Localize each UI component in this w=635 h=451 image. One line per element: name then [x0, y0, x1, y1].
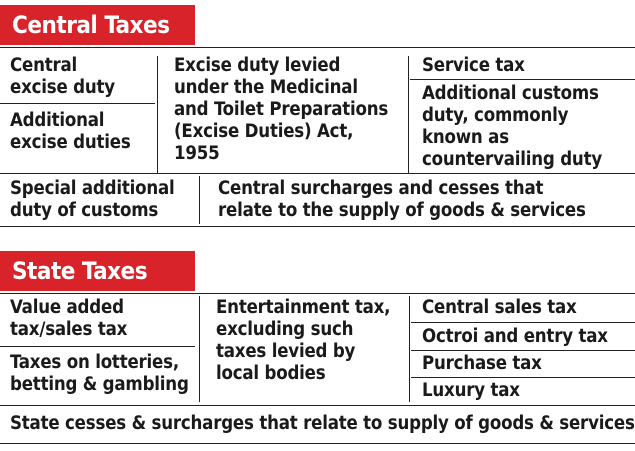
state-top-rule — [0, 293, 635, 294]
entertainment-tax: Entertainment tax, excluding such taxes l… — [216, 297, 391, 384]
central-taxes-banner: Central Taxes — [0, 5, 195, 45]
special-additional-customs: Special additional duty of customs — [10, 178, 175, 221]
central-bottom-rule — [0, 226, 635, 227]
central-left-divider — [0, 103, 155, 104]
state-right-divider-2 — [411, 350, 635, 351]
state-mid-rule — [0, 405, 635, 406]
state-taxes-banner: State Taxes — [0, 251, 195, 291]
purchase-tax: Purchase tax — [422, 353, 542, 374]
state-cesses-surcharges: State cesses & surcharges that relate to… — [10, 413, 635, 434]
additional-excise-duties: Additional excise duties — [10, 110, 131, 153]
medicinal-excise-duty: Excise duty levied under the Medicinal an… — [174, 55, 389, 164]
central-excise-duty: Central excise duty — [10, 55, 115, 98]
central-sales-tax: Central sales tax — [422, 297, 577, 318]
central-top-rule — [0, 47, 635, 48]
luxury-tax: Luxury tax — [422, 380, 520, 401]
additional-customs-duty: Additional customs duty, commonly known a… — [422, 83, 602, 170]
state-right-divider-1 — [411, 322, 635, 323]
state-col-divider-1 — [199, 296, 200, 402]
state-right-divider-3 — [411, 377, 635, 378]
central-surcharges-cesses: Central surcharges and cesses that relate… — [218, 178, 586, 221]
central-col-divider-2 — [408, 56, 409, 173]
value-added-tax: Value added tax/sales tax — [10, 297, 128, 340]
service-tax: Service tax — [422, 55, 525, 76]
central-right-divider — [410, 79, 635, 80]
central-mid-rule — [0, 173, 635, 174]
central-taxes-title: Central Taxes — [12, 11, 170, 39]
state-taxes-title: State Taxes — [12, 257, 148, 285]
taxes-on-lotteries: Taxes on lotteries, betting & gambling — [10, 352, 189, 395]
state-col-divider-2 — [409, 296, 410, 402]
state-left-divider — [0, 346, 195, 347]
octroi-entry-tax: Octroi and entry tax — [422, 326, 608, 347]
central-bottom-divider — [199, 176, 200, 224]
central-col-divider-1 — [157, 56, 158, 173]
state-bottom-rule — [0, 443, 635, 444]
